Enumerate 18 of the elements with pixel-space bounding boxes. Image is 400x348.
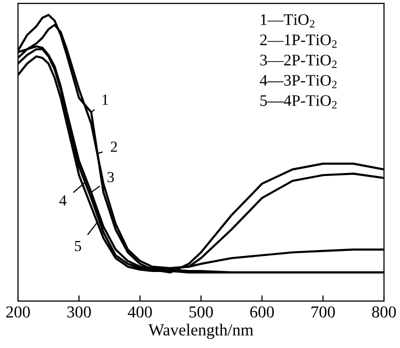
x-tick-label: 500 xyxy=(189,306,213,318)
annotation: 2 xyxy=(110,142,117,152)
x-tick-label: 200 xyxy=(6,306,30,318)
annotation: 4—3P-TiO$_{2}$ xyxy=(260,74,337,88)
annotation: 3 xyxy=(108,172,114,182)
annotation: 4 xyxy=(59,195,66,206)
annotation: 5—4P-TiO$_{2}$ xyxy=(260,95,337,108)
x-axis-title: Wavelength/nm xyxy=(148,324,254,339)
annotation: 3—2P-TiO$_{2}$ xyxy=(260,54,337,68)
annotation: 2—1P-TiO$_{2}$ xyxy=(260,34,337,48)
annotation: 5 xyxy=(74,241,82,252)
x-tick-label: 300 xyxy=(67,306,91,318)
x-tick-label: 800 xyxy=(372,306,396,318)
x-tick-label: 700 xyxy=(312,306,335,318)
annotation: 1—TiO$_{2}$ xyxy=(260,14,314,28)
x-tick-label: 600 xyxy=(250,306,274,318)
annotation: 1 xyxy=(102,94,108,105)
x-tick-label: 400 xyxy=(128,306,152,318)
